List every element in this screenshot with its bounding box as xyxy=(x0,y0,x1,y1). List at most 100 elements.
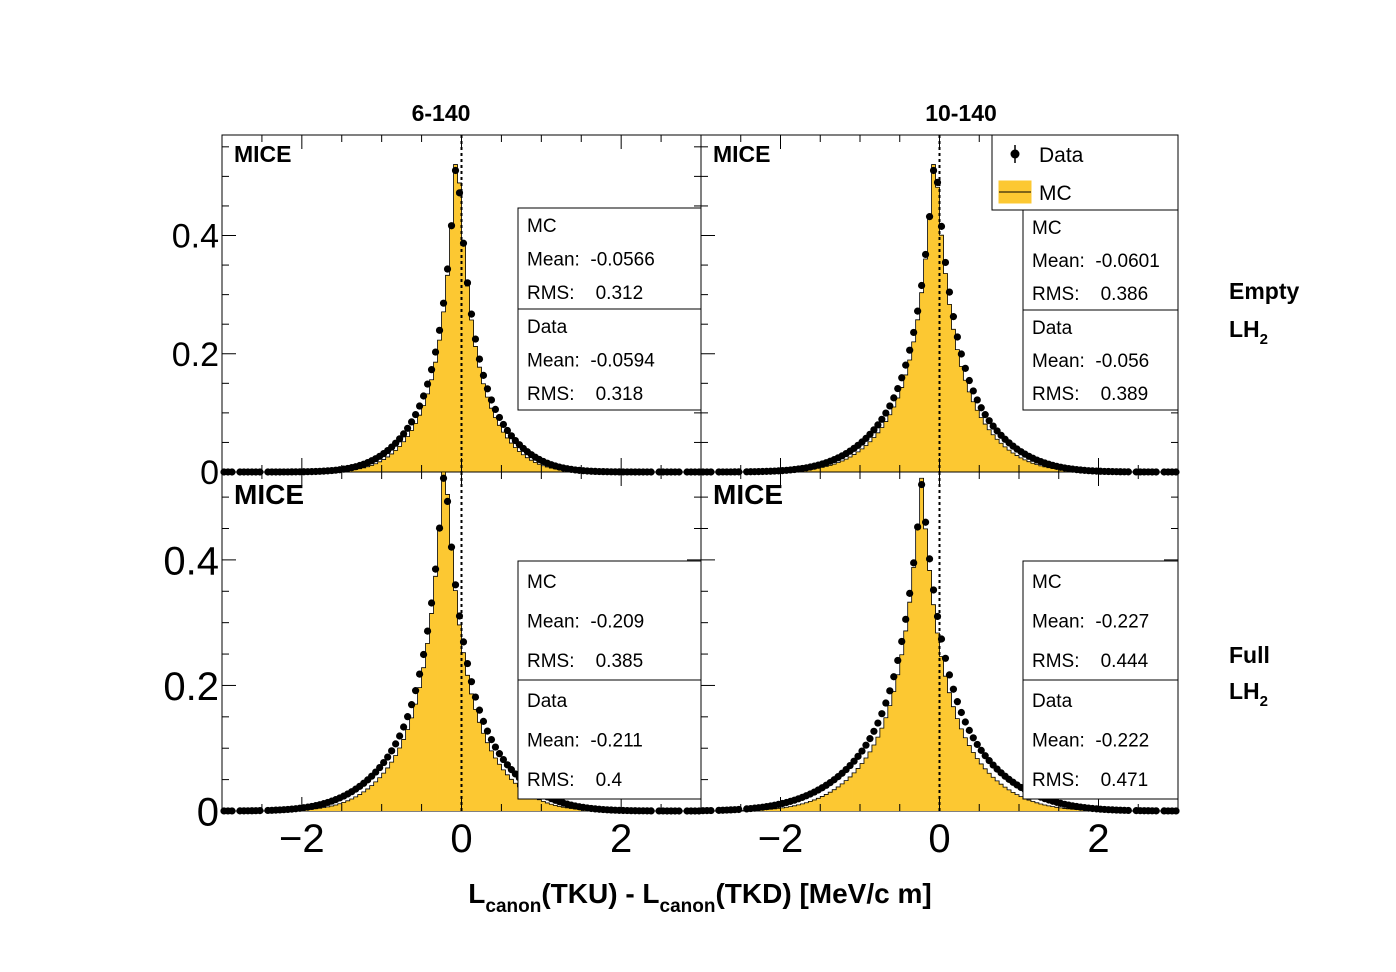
mc-bin xyxy=(848,456,853,472)
mc-bin xyxy=(1015,455,1020,472)
data-point xyxy=(854,752,862,760)
legend: Data MC xyxy=(991,134,1179,211)
data-point xyxy=(937,635,946,643)
mc-bin xyxy=(883,717,889,811)
data-point xyxy=(479,371,488,379)
stats-mc-title: MC xyxy=(1032,218,1062,239)
mc-bin xyxy=(485,397,490,472)
data-point xyxy=(937,222,946,230)
data-point xyxy=(487,396,496,404)
mc-bin xyxy=(1054,807,1060,811)
mc-bin xyxy=(1062,808,1068,811)
mc-bin xyxy=(991,434,996,472)
mc-bin xyxy=(879,427,885,472)
mc-bin xyxy=(445,275,450,472)
mc-bin xyxy=(955,349,960,472)
mc-bin xyxy=(385,456,391,472)
stats-data-rms: RMS: 0.389 xyxy=(1032,384,1148,405)
mc-bin xyxy=(967,745,972,811)
mc-bin xyxy=(939,656,944,811)
mc-bin xyxy=(381,773,387,811)
mice-watermark: MICE xyxy=(713,141,771,167)
data-point xyxy=(256,807,264,815)
data-point xyxy=(921,518,930,526)
mc-bin xyxy=(1026,800,1032,811)
mc-bin xyxy=(947,692,952,811)
mc-bin xyxy=(995,780,1000,811)
mc-bin xyxy=(425,643,430,811)
mc-bin xyxy=(907,359,913,472)
mc-bin xyxy=(939,235,944,472)
mc-bin xyxy=(895,397,901,472)
mc-bin xyxy=(848,776,853,811)
data-point xyxy=(423,380,432,388)
mc-bin xyxy=(1015,794,1020,811)
data-point xyxy=(945,288,954,296)
mc-bin xyxy=(353,469,359,472)
data-point xyxy=(411,410,420,419)
mc-bin xyxy=(377,777,383,811)
data-point xyxy=(392,740,400,748)
data-point xyxy=(858,747,866,755)
mc-bin xyxy=(1058,469,1064,472)
mc-bin xyxy=(369,785,375,811)
data-point xyxy=(443,265,452,273)
mc-bin xyxy=(955,718,960,811)
mc-bin xyxy=(1050,468,1056,472)
mc-bin xyxy=(967,391,972,472)
mc-bin xyxy=(959,366,964,472)
mc-bin xyxy=(1046,467,1052,472)
mc-bin xyxy=(521,790,526,811)
data-point xyxy=(467,310,476,318)
data-point xyxy=(894,656,902,665)
mc-bin xyxy=(915,525,921,811)
mc-bin xyxy=(569,808,574,811)
data-point xyxy=(455,612,464,620)
mc-bin xyxy=(927,217,932,472)
mc-bin xyxy=(389,762,395,811)
data-point xyxy=(989,422,997,430)
mc-bin xyxy=(935,632,940,811)
data-point xyxy=(467,678,476,686)
mc-bin xyxy=(413,423,418,472)
mc-bin xyxy=(409,717,414,811)
mc-bin xyxy=(433,362,438,472)
data-point xyxy=(981,411,989,419)
mc-bin xyxy=(545,802,550,811)
mice-watermark: MICE xyxy=(234,141,292,167)
mc-bin xyxy=(979,763,984,811)
mc-bin xyxy=(417,687,422,811)
data-point xyxy=(894,384,902,393)
mc-bin xyxy=(887,705,893,811)
stats-box: MC Mean: -0.0601 RMS: 0.386 Data Mean: -0.05… xyxy=(1022,209,1179,411)
data-point xyxy=(384,753,392,761)
mc-bin xyxy=(860,448,865,472)
data-point xyxy=(419,650,428,659)
mc-bin xyxy=(919,478,924,811)
data-point xyxy=(499,420,508,429)
mc-bin xyxy=(899,654,905,811)
stats-data-rms: RMS: 0.471 xyxy=(1032,770,1148,791)
mc-bin xyxy=(557,806,562,811)
row-label-empty-lh: LH xyxy=(1229,316,1260,342)
data-point xyxy=(910,328,918,337)
mc-bin xyxy=(573,808,578,811)
mc-bin xyxy=(461,241,466,472)
mc-bin xyxy=(852,772,857,811)
data-point xyxy=(396,435,404,443)
data-point xyxy=(945,671,954,679)
mc-bin xyxy=(1030,801,1036,811)
mc-bin xyxy=(441,311,446,472)
mc-bin xyxy=(369,465,375,472)
mc-bin xyxy=(828,792,833,811)
mc-bin xyxy=(1022,798,1028,811)
data-point xyxy=(447,543,456,551)
mc-bin xyxy=(971,401,976,472)
mc-bin xyxy=(329,806,335,811)
mc-bin xyxy=(421,405,426,472)
stats-mc-rms: RMS: 0.312 xyxy=(527,283,643,304)
mc-bin xyxy=(373,781,379,811)
data-point xyxy=(408,418,416,426)
mc-bin xyxy=(429,613,434,811)
data-point xyxy=(471,693,480,701)
